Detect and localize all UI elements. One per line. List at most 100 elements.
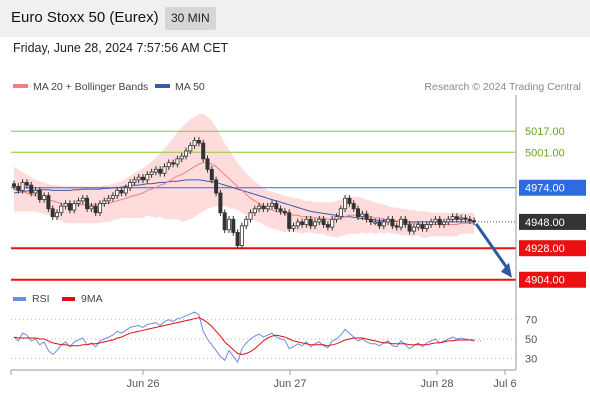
candle-body (463, 217, 468, 220)
last-price-tag (519, 213, 586, 230)
candle-body (196, 140, 201, 144)
rsi-ma-legend-label: 9MA (81, 293, 103, 305)
candle-body (317, 218, 322, 223)
candle-body (343, 197, 348, 210)
candle-body (218, 192, 223, 214)
candle-body (355, 208, 360, 218)
bollinger-band (14, 114, 475, 238)
candle-body (192, 140, 197, 147)
candle-body (102, 200, 107, 204)
candle-body (274, 203, 279, 210)
support-level-tag (519, 240, 586, 257)
x-tick-label: Jun 26 (126, 378, 159, 390)
candle-body (209, 168, 214, 181)
forecast-arrow-head (501, 262, 512, 278)
rsi-line (13, 311, 475, 364)
candle-body (450, 216, 455, 220)
candle-body (55, 212, 60, 218)
candle-body (278, 208, 283, 212)
candle-body (390, 218, 395, 227)
candle-body (304, 218, 309, 225)
candle-body (433, 218, 438, 223)
candle-body (222, 212, 227, 231)
rsi-ma-legend-swatch (62, 297, 75, 301)
candle-body (291, 225, 296, 229)
candle-body (261, 205, 266, 210)
candle-body (132, 179, 137, 183)
pivot-level-tag (519, 179, 586, 196)
candle-body (394, 225, 399, 228)
rsi-legend-label: RSI (32, 293, 50, 305)
candle-body (467, 218, 472, 222)
candle-body (98, 203, 103, 214)
candle-body (351, 203, 356, 210)
candle-body (334, 216, 339, 220)
candle-body (338, 208, 343, 218)
candle-body (46, 195, 51, 210)
candle-body (162, 166, 167, 174)
header-bar: Euro Stoxx 50 (Eurex) 30 MIN (0, 0, 590, 37)
candle-body (188, 145, 193, 152)
candle-body (437, 218, 442, 225)
candle-body (373, 221, 378, 224)
pivot-level-label: 4974.00 (525, 183, 565, 195)
candle-body (429, 221, 434, 225)
candle-body (33, 189, 38, 194)
candle-body (360, 213, 365, 218)
ma50-line (13, 179, 475, 223)
candle-body (257, 205, 262, 210)
candle-body (24, 182, 29, 186)
timestamp: Friday, June 28, 2024 7:57:56 AM CET (13, 41, 229, 55)
candle-body (347, 197, 352, 204)
copyright-text: Research © 2024 Trading Central (424, 81, 581, 93)
candle-body (420, 224, 425, 229)
candle-body (424, 224, 429, 229)
x-tick-label: Jul 6 (493, 378, 516, 390)
candle-body (89, 205, 94, 210)
rsi-ma-line (13, 317, 475, 356)
candle-body (16, 186, 21, 191)
candle-body (265, 205, 270, 210)
candle-body (308, 218, 313, 227)
candle-body (42, 195, 47, 200)
candle-body (244, 218, 249, 227)
candle-body (381, 221, 386, 227)
candle-body (325, 224, 330, 228)
timeframe-button[interactable]: 30 MIN (165, 7, 216, 30)
candle-body (454, 216, 459, 220)
last-price-label: 4948.00 (525, 217, 565, 229)
candle-body (153, 168, 158, 173)
ma20-legend-label: MA 20 + Bollinger Bands (33, 81, 148, 93)
candle-body (11, 183, 16, 187)
candle-body (123, 187, 128, 194)
candle-body (166, 162, 171, 168)
resistance-level-label: 5017.00 (525, 126, 565, 138)
candle-body (446, 218, 451, 223)
candle-body (472, 220, 477, 223)
candle-body (145, 174, 150, 181)
candle-body (416, 224, 421, 228)
candle-body (119, 189, 124, 194)
candle-body (330, 218, 335, 228)
support-level-label: 4904.00 (525, 275, 565, 287)
candle-body (398, 218, 403, 228)
candle-body (403, 218, 408, 225)
candle-body (50, 208, 55, 218)
candle-body (179, 155, 184, 160)
candle-body (171, 162, 176, 165)
instrument-title: Euro Stoxx 50 (Eurex) (11, 9, 159, 26)
candle-body (29, 184, 34, 194)
candle-body (411, 226, 416, 232)
candle-body (20, 182, 25, 191)
candle-body (287, 212, 292, 229)
x-tick-label: Jun 28 (420, 378, 453, 390)
price-plot: 5017.00 5001.00 4974.00 4948.00 4928.00 4904.… (11, 114, 586, 288)
candle-body (459, 217, 464, 220)
candle-body (441, 221, 446, 225)
rsi-plot: 70 50 30 (11, 311, 537, 365)
candle-body (183, 150, 188, 157)
candle-body (226, 218, 231, 231)
candle-body (377, 221, 382, 227)
candle-body (149, 171, 154, 176)
